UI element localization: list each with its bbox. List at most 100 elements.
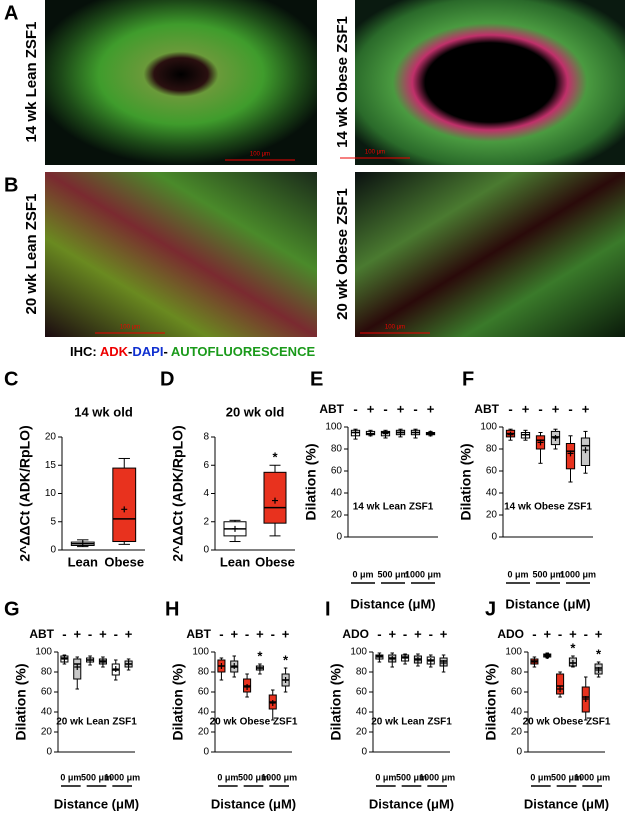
y-tick-label: 60 <box>356 687 368 698</box>
y-tick-label: 60 <box>331 466 343 477</box>
treatment-label: ABT <box>186 627 211 641</box>
image-label: 20 wk Obese ZSF1 <box>334 188 351 320</box>
treatment-label: ADO <box>342 627 369 641</box>
y-tick-label: 0 <box>516 747 522 758</box>
y-tick-label: 40 <box>41 707 53 718</box>
y-tick-label: 0 <box>336 532 342 543</box>
mean-marker <box>382 430 389 437</box>
group-label: 0 μm <box>352 569 373 579</box>
y-tick-label: 10 <box>45 488 57 499</box>
mean-marker <box>99 659 106 665</box>
panel-letter: F <box>462 368 474 390</box>
y-tick-label: 6 <box>203 460 209 471</box>
mean-marker <box>412 429 419 436</box>
significance: * <box>570 640 576 655</box>
y-tick-label: 15 <box>45 460 57 471</box>
mean-marker <box>87 657 94 663</box>
box <box>112 467 137 543</box>
x-tick-label: + <box>73 626 81 641</box>
x-tick-label: + <box>230 626 238 641</box>
mean-marker <box>256 665 263 671</box>
group-label: 0 μm <box>507 569 528 579</box>
chart-title: 20 wk old <box>226 404 285 419</box>
y-tick-label: 80 <box>356 667 368 678</box>
x-tick-label: - <box>584 626 588 641</box>
mean-marker <box>427 658 434 664</box>
x-tick-label: - <box>429 626 433 641</box>
y-axis-label: Dilation (%) <box>328 664 344 741</box>
x-axis-label: Distance (μM) <box>524 796 609 811</box>
x-tick-label: - <box>538 401 542 416</box>
mean-marker <box>376 654 383 660</box>
x-tick-label: + <box>543 626 551 641</box>
mean-marker <box>269 700 276 706</box>
annotation: 20 wk Lean ZSF1 <box>56 717 137 728</box>
y-tick-label: 100 <box>325 422 342 433</box>
x-tick-label: - <box>114 626 118 641</box>
x-tick-label: + <box>595 626 603 641</box>
panel-letter: J <box>485 598 496 620</box>
y-tick-label: 0 <box>46 747 52 758</box>
scale-label: 100 μm <box>385 325 405 331</box>
panel-letter: A <box>4 2 18 24</box>
x-tick-label: - <box>245 626 249 641</box>
y-tick-label: 5 <box>50 516 56 527</box>
mean-marker <box>595 667 602 673</box>
significance: * <box>257 648 263 663</box>
scale-label: 100 μm <box>120 325 140 331</box>
mean-marker <box>507 431 514 438</box>
x-tick-label: + <box>125 626 133 641</box>
x-axis-label: Distance (μM) <box>350 596 435 611</box>
annotation: 20 wk Obese ZSF1 <box>210 717 298 728</box>
x-tick-label: - <box>532 626 536 641</box>
mean-marker <box>112 666 119 672</box>
x-tick-label: + <box>99 626 107 641</box>
x-tick-label: + <box>440 626 448 641</box>
y-tick-label: 40 <box>331 488 343 499</box>
x-tick-label: Lean <box>220 554 250 569</box>
y-tick-label: 60 <box>41 687 53 698</box>
y-tick-label: 100 <box>350 647 367 658</box>
x-tick-label: - <box>219 626 223 641</box>
y-tick-label: 20 <box>511 727 523 738</box>
caption-part: AUTOFLUORESCENCE <box>171 344 316 359</box>
y-axis-label: Dilation (%) <box>458 444 474 521</box>
y-tick-label: 40 <box>356 707 368 718</box>
mean-marker <box>232 525 238 532</box>
significance: * <box>596 646 602 661</box>
y-tick-label: 20 <box>356 727 368 738</box>
group-label: 0 μm <box>60 772 81 782</box>
y-tick-label: 100 <box>192 647 209 658</box>
mean-marker <box>569 660 576 666</box>
caption-part: - <box>163 344 167 359</box>
y-tick-label: 40 <box>486 488 498 499</box>
y-axis-label: 2^ΔΔCt (ADK/RpLO) <box>170 425 186 561</box>
mean-marker <box>552 435 559 441</box>
annotation: 14 wk Lean ZSF1 <box>353 502 434 513</box>
group-label: 1000 μm <box>419 772 455 782</box>
mean-marker <box>74 664 81 670</box>
microscopy: A B 14 wk Lean ZSF1 14 wk Obese ZSF1 20 … <box>4 0 625 359</box>
x-axis-label: Distance (μM) <box>54 796 139 811</box>
mean-marker <box>244 684 251 690</box>
mean-marker <box>121 506 128 513</box>
mean-marker <box>352 429 359 436</box>
y-tick-label: 20 <box>486 510 498 521</box>
x-tick-label: Obese <box>104 554 144 569</box>
mean-marker <box>389 656 396 662</box>
y-tick-label: 0 <box>203 545 209 556</box>
treatment-label: ABT <box>319 402 344 416</box>
x-tick-label: + <box>256 626 264 641</box>
panel-letter: G <box>4 598 20 620</box>
group-label: 0 μm <box>217 772 238 782</box>
significance: * <box>272 450 278 465</box>
image <box>355 172 625 337</box>
mean-marker <box>397 429 404 436</box>
mean-marker <box>582 447 589 454</box>
box <box>556 673 565 695</box>
x-axis-label: Distance (μM) <box>505 596 590 611</box>
mean-marker <box>440 660 447 666</box>
annotation: 20 wk Lean ZSF1 <box>371 717 452 728</box>
y-tick-label: 0 <box>50 545 56 556</box>
group-label: 1000 μm <box>405 569 441 579</box>
